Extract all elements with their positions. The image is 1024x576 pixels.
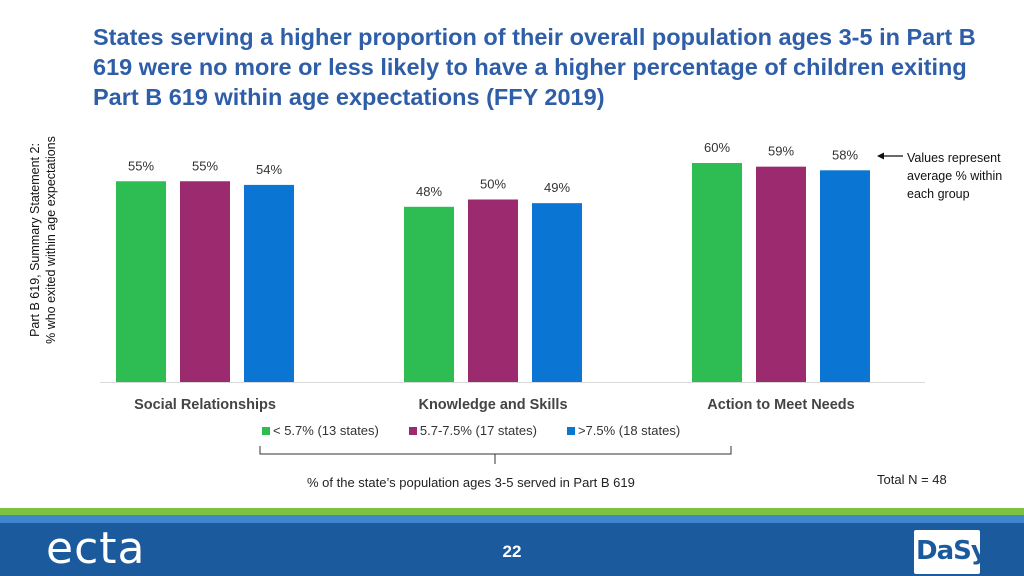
bar-2-2 [468,199,518,382]
data-label: 49% [544,180,570,195]
legend-label: 5.7-7.5% (17 states) [419,423,537,438]
data-label: 50% [480,177,506,192]
page-number: 22 [502,542,522,561]
bar-1-3 [244,184,294,382]
category-label: Social Relationships [134,397,276,413]
bar-2-1 [404,206,454,382]
bar-3-1 [692,163,742,382]
dasy-logo-text: DaSy [916,536,988,566]
category-label: Knowledge and Skills [418,397,567,413]
bar-chart: 55% 55% 54% Social Relationships 48% 50% 49% Kn… [100,140,925,413]
bar-1-1 [116,181,166,382]
data-label: 55% [192,158,218,173]
ecta-logo: ecta [46,523,146,574]
legend-item-high: >7.5% (18 states) [566,423,681,438]
data-label: 59% [768,144,794,159]
legend-swatch-green [262,426,270,435]
chart-legend: < 5.7% (13 states) 5.7-7.5% (17 states) … [262,423,680,438]
total-count: Total N = 48 [877,472,947,487]
legend-item-mid: 5.7-7.5% (17 states) [408,423,537,438]
bar-3-2 [756,166,806,382]
data-label: 55% [128,158,154,173]
legend-label: < 5.7% (13 states) [273,423,379,438]
values-annotation: Values represent average % within each g… [907,151,1003,201]
dasy-logo: DaSy [914,530,988,574]
data-label: 58% [832,147,858,162]
data-label: 48% [416,184,442,199]
data-label: 60% [704,140,730,155]
x-axis-caption: % of the state’s population ages 3-5 ser… [307,475,635,490]
legend-item-low: < 5.7% (13 states) [262,423,379,438]
legend-bracket [259,446,732,464]
footer-bar [0,523,1024,576]
legend-label: >7.5% (18 states) [577,423,681,438]
bar-3-3 [820,170,870,382]
chart-title: States serving a higher proportion of th… [93,24,976,110]
legend-swatch-blue [566,426,575,435]
bar-2-3 [532,203,582,382]
footer-stripe-blue [0,515,1024,523]
left-arrow-icon [877,152,903,160]
data-label: 54% [256,162,282,177]
category-label: Action to Meet Needs [707,397,854,413]
footer-stripe-green [0,508,1024,515]
bar-1-2 [180,181,230,382]
legend-swatch-purple [408,426,417,435]
